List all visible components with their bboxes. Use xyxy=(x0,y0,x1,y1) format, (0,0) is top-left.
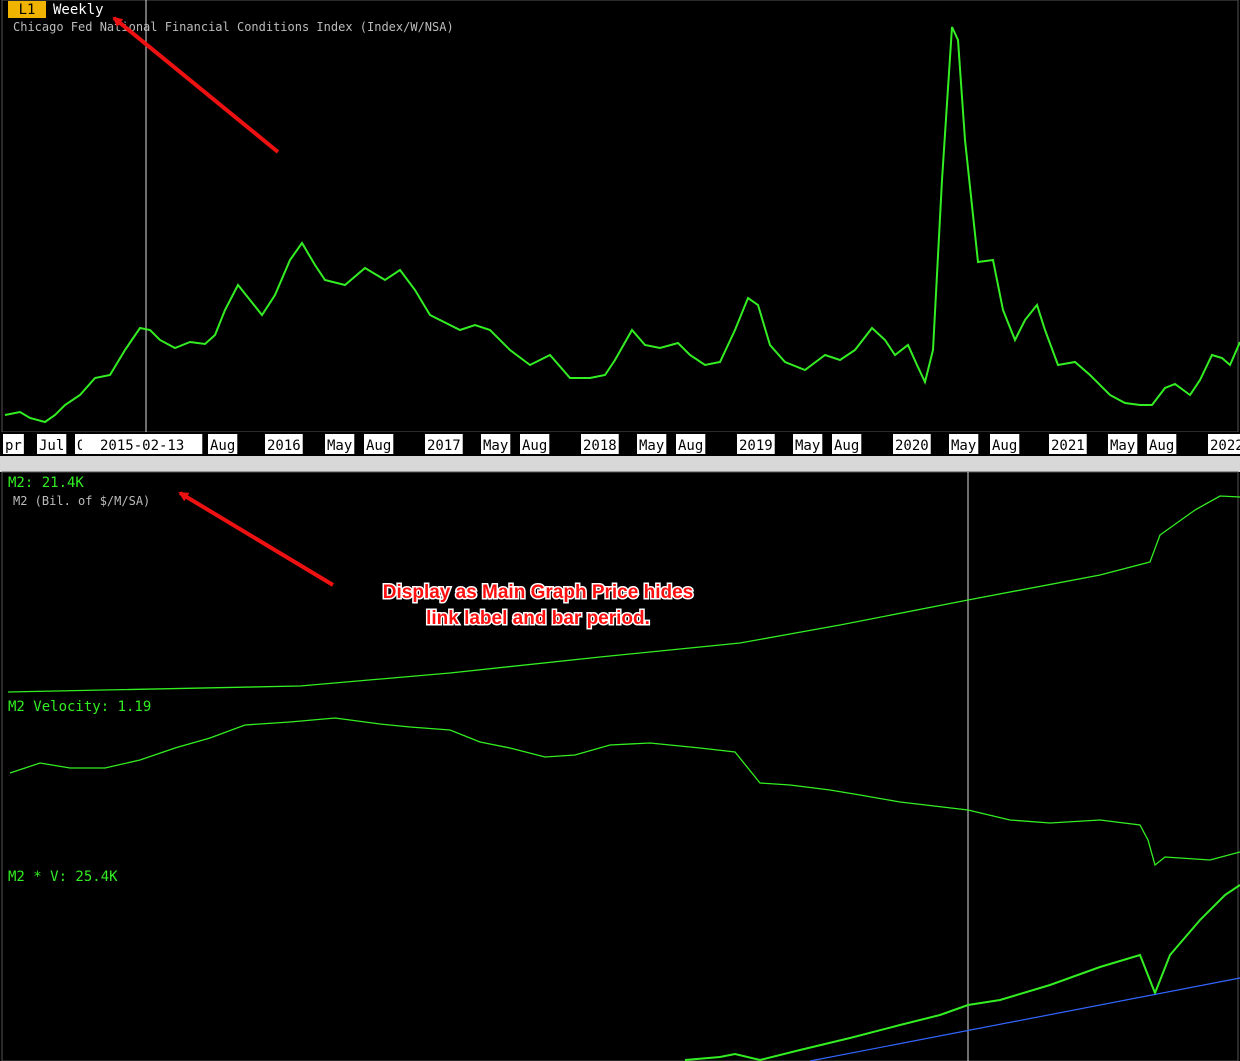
time-axis-label: May xyxy=(327,438,352,454)
velocity-label: M2 Velocity: 1.19 xyxy=(8,699,151,715)
time-axis xyxy=(0,432,1240,456)
arrow xyxy=(178,491,335,587)
time-axis-label: Aug xyxy=(366,438,391,454)
label-box xyxy=(1147,434,1177,454)
label-box xyxy=(208,434,238,454)
link-badge-text: L1 xyxy=(19,2,36,18)
crosshair-date-label: 2015-02-13 xyxy=(100,438,184,454)
label-box xyxy=(793,434,823,454)
time-axis-label: Aug xyxy=(992,438,1017,454)
label-box xyxy=(1108,434,1138,454)
link-badge[interactable] xyxy=(8,1,46,18)
period-label[interactable]: Weekly xyxy=(53,2,104,18)
time-axis-label: O xyxy=(77,438,85,454)
time-axis-label: pr xyxy=(5,438,22,454)
time-axis-label: 2018 xyxy=(583,438,617,454)
label-box xyxy=(82,434,203,454)
time-axis-label: May xyxy=(483,438,508,454)
time-axis-label: 2020 xyxy=(895,438,929,454)
annotation-line: Display as Main Graph Price hides xyxy=(383,582,693,603)
trend-line xyxy=(809,977,1240,1061)
label-box xyxy=(481,434,511,454)
label-box xyxy=(265,434,303,454)
time-axis-label: Aug xyxy=(210,438,235,454)
time-axis-label: 2021 xyxy=(1051,438,1085,454)
time-axis-label: Aug xyxy=(678,438,703,454)
label-box xyxy=(832,434,862,454)
label-box xyxy=(990,434,1020,454)
label-box xyxy=(1049,434,1087,454)
nfci-line xyxy=(4,26,1240,424)
label-box xyxy=(581,434,619,454)
time-axis-label: 2016 xyxy=(267,438,301,454)
label-box xyxy=(325,434,355,454)
m2-line xyxy=(7,495,1240,693)
label-box xyxy=(520,434,550,454)
velocity-line xyxy=(9,717,1240,867)
time-axis-label: May xyxy=(795,438,820,454)
label-box xyxy=(364,434,394,454)
time-axis-label: 2019 xyxy=(739,438,773,454)
panel-separator xyxy=(0,456,1240,472)
label-box xyxy=(3,434,24,454)
label-box xyxy=(37,434,67,454)
time-axis-label: May xyxy=(951,438,976,454)
time-axis-label: 2017 xyxy=(427,438,461,454)
product-label: M2 * V: 25.4K xyxy=(8,869,118,885)
label-box xyxy=(425,434,463,454)
m2-subtitle: M2 (Bil. of $/M/SA) xyxy=(13,494,150,508)
m2-label: M2: 21.4K xyxy=(8,475,84,491)
annotation-line: link label and bar period. xyxy=(426,608,650,629)
label-box xyxy=(676,434,706,454)
time-axis-label: 2022 xyxy=(1210,438,1240,454)
time-axis-label: Aug xyxy=(834,438,859,454)
time-axis-label: Aug xyxy=(522,438,547,454)
time-axis-labels: pr Jul O 2015-02-13 Aug 2016 May Aug 2017 May Aug 2… xyxy=(3,434,1240,454)
product-line xyxy=(684,884,1240,1061)
time-axis-label: Aug xyxy=(1149,438,1174,454)
bottom-panel xyxy=(1,471,1239,1061)
time-axis-label: May xyxy=(639,438,664,454)
label-box xyxy=(949,434,979,454)
label-box xyxy=(893,434,931,454)
time-axis-label: Jul xyxy=(39,438,64,454)
label-box xyxy=(637,434,667,454)
label-box xyxy=(737,434,775,454)
series-subtitle: Chicago Fed National Financial Condition… xyxy=(13,20,454,34)
arrow xyxy=(112,16,280,154)
label-box xyxy=(1208,434,1240,454)
time-axis-label: May xyxy=(1110,438,1135,454)
